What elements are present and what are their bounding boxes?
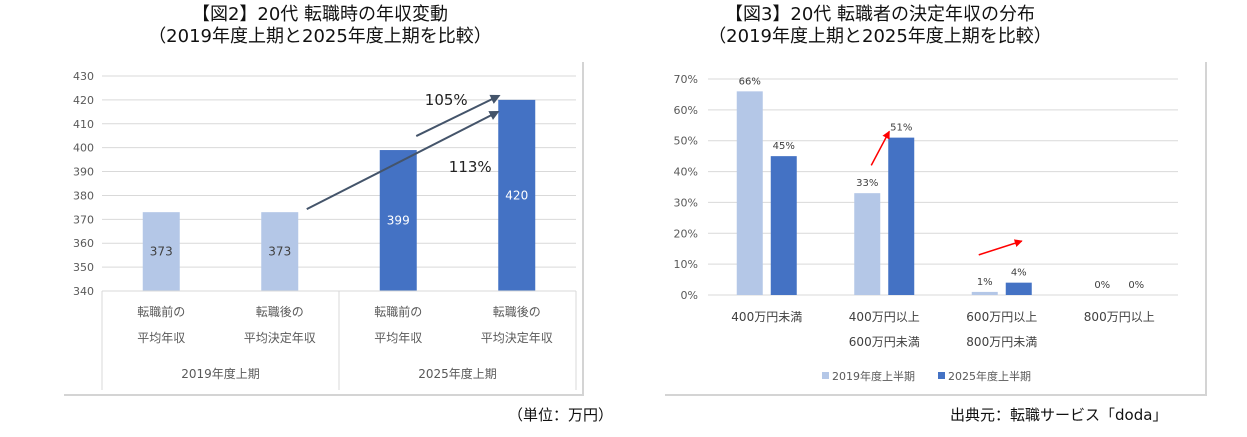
y-tick-label: 70% bbox=[674, 73, 698, 86]
bar-value-label: 399 bbox=[387, 214, 410, 228]
x-tick-label: 600万円以上 bbox=[966, 310, 1037, 324]
x-tick-label: 転職後の bbox=[493, 305, 541, 319]
bar-value-label: 0% bbox=[1128, 280, 1144, 291]
bar bbox=[498, 99, 536, 291]
bar bbox=[770, 156, 797, 295]
bar bbox=[1005, 282, 1032, 295]
chart1-title-line2: （2019年度上期と2025年度上期を比較） bbox=[148, 26, 492, 47]
bar bbox=[736, 91, 763, 295]
x-tick-label: 平均年収 bbox=[137, 331, 185, 345]
y-tick-label: 0% bbox=[681, 289, 698, 302]
bar-value-label: 0% bbox=[1094, 280, 1110, 291]
legend-label: 2019年度上半期 bbox=[832, 369, 915, 383]
bar-value-label: 33% bbox=[856, 178, 878, 189]
y-tick-label: 380 bbox=[73, 189, 94, 202]
bar bbox=[379, 150, 417, 291]
y-tick-label: 20% bbox=[674, 227, 698, 240]
bar-value-label: 66% bbox=[739, 76, 761, 87]
x-tick-label: 転職後の bbox=[256, 305, 304, 319]
bar-value-label: 1% bbox=[977, 277, 993, 288]
y-tick-label: 10% bbox=[674, 258, 698, 271]
x-tick-label: 平均年収 bbox=[374, 331, 422, 345]
x-tick-label: 400万円以上 bbox=[849, 310, 920, 324]
x-tick-label: 800万円以上 bbox=[1084, 310, 1155, 324]
x-tick-label: 平均決定年収 bbox=[481, 330, 553, 345]
y-tick-label: 360 bbox=[73, 237, 94, 250]
arrow-105 bbox=[415, 94, 501, 137]
chart1-title-line1: 【図2】20代 転職時の年収変動 bbox=[191, 4, 449, 25]
bar bbox=[261, 212, 299, 291]
unit-note: （単位：万円） bbox=[508, 406, 614, 424]
y-tick-label: 40% bbox=[674, 166, 698, 179]
red-arrow bbox=[978, 239, 1023, 256]
group-label: 2019年度上期 bbox=[181, 366, 260, 381]
legend-swatch bbox=[822, 372, 829, 379]
bar-value-label: 373 bbox=[268, 245, 291, 259]
bar bbox=[971, 291, 998, 295]
x-tick-label: 転職前の bbox=[137, 304, 185, 319]
x-tick-label: 転職前の bbox=[374, 304, 422, 319]
y-tick-label: 370 bbox=[73, 213, 94, 226]
source-note: 出典元：転職サービス「doda」 bbox=[950, 406, 1168, 424]
chart2-title-line2: （2019年度上期と2025年度上期を比較） bbox=[708, 26, 1052, 47]
y-tick-label: 30% bbox=[674, 196, 698, 209]
chart2-title-line1: 【図3】20代 転職者の決定年収の分布 bbox=[724, 4, 1036, 25]
x-tick-label: 800万円未満 bbox=[966, 335, 1037, 349]
bar bbox=[888, 137, 915, 295]
chart1-title: 【図2】20代 転職時の年収変動 （2019年度上期と2025年度上期を比較） bbox=[90, 4, 550, 48]
bar-value-label: 420 bbox=[505, 188, 528, 202]
bar-value-label: 373 bbox=[150, 245, 173, 259]
bar-value-label: 4% bbox=[1011, 268, 1027, 279]
group-label: 2025年度上期 bbox=[418, 366, 497, 381]
y-tick-label: 60% bbox=[674, 104, 698, 117]
x-tick-label: 400万円未満 bbox=[731, 310, 802, 324]
legend-label: 2025年度上半期 bbox=[948, 369, 1031, 383]
annotation-105: 105% bbox=[425, 91, 468, 109]
arrow-113 bbox=[306, 110, 500, 211]
y-tick-label: 340 bbox=[73, 285, 94, 298]
y-tick-label: 420 bbox=[73, 94, 94, 107]
red-arrow bbox=[870, 130, 890, 166]
bar bbox=[854, 193, 881, 295]
y-tick-label: 350 bbox=[73, 261, 94, 274]
x-tick-label: 600万円未満 bbox=[849, 335, 920, 349]
bar bbox=[142, 212, 180, 291]
bar-value-label: 51% bbox=[890, 123, 912, 134]
annotation-113: 113% bbox=[449, 158, 492, 176]
y-tick-label: 390 bbox=[73, 166, 94, 179]
legend-swatch bbox=[938, 372, 945, 379]
y-tick-label: 430 bbox=[73, 70, 94, 83]
y-tick-label: 50% bbox=[674, 135, 698, 148]
x-tick-label: 平均決定年収 bbox=[244, 330, 316, 345]
y-tick-label: 400 bbox=[73, 142, 94, 155]
y-tick-label: 410 bbox=[73, 118, 94, 131]
bar-value-label: 45% bbox=[773, 141, 795, 152]
chart2-title: 【図3】20代 転職者の決定年収の分布 （2019年度上期と2025年度上期を比… bbox=[650, 4, 1110, 48]
